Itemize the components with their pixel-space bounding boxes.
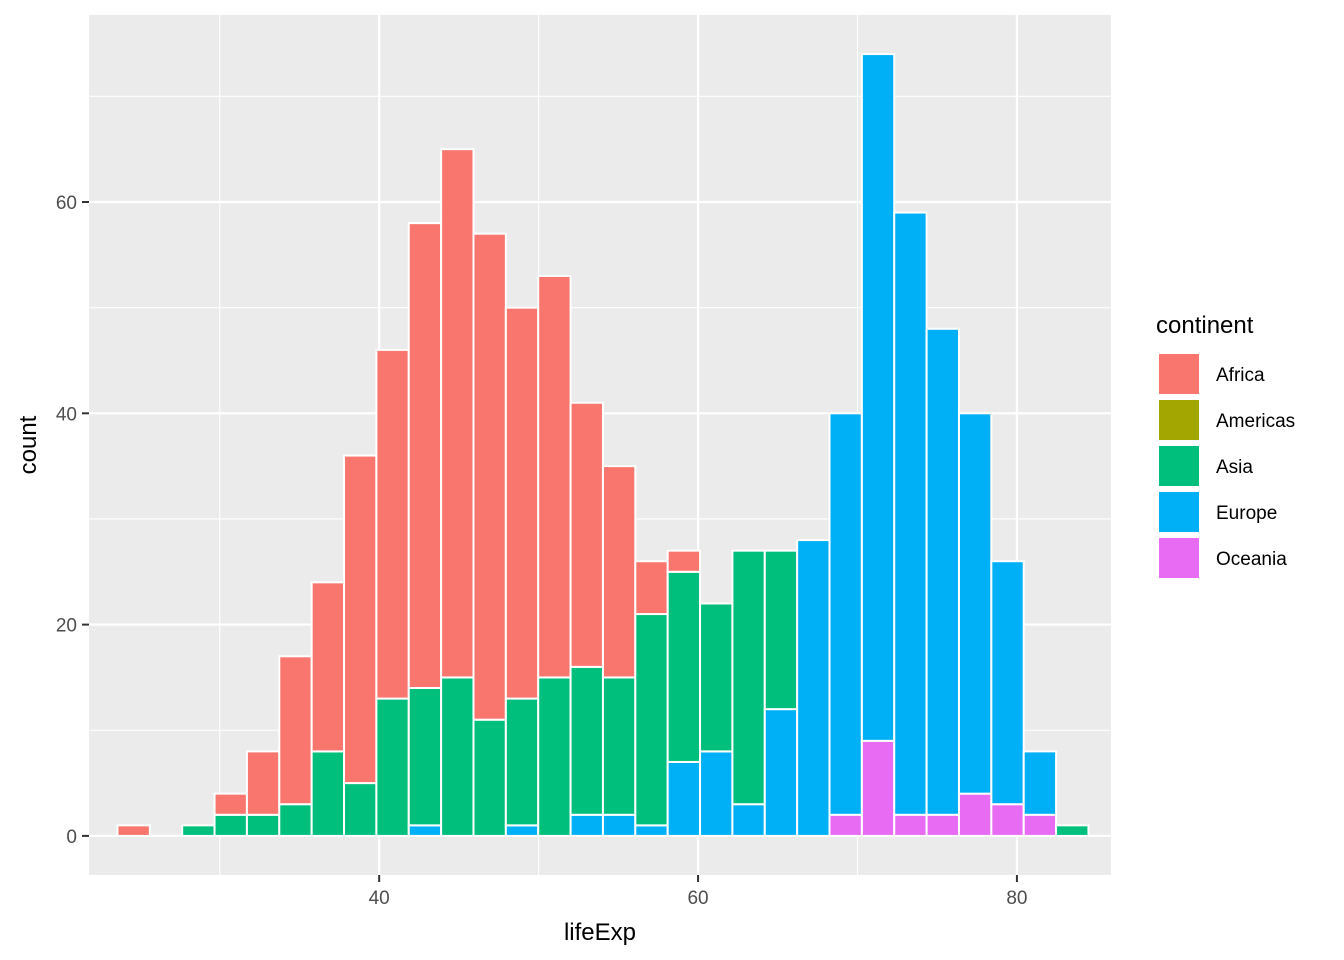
- bar-oceania-bin-26: [957, 792, 993, 837]
- bar-africa-bin-15: [601, 465, 637, 679]
- bar-asia-bin-15: [601, 676, 637, 816]
- bar-asia-bin-10: [440, 676, 475, 837]
- bar-europe-bin-27: [990, 560, 1025, 806]
- bar-europe-bin-22: [828, 412, 863, 816]
- bar-asia-bin-8: [375, 697, 410, 837]
- y-axis: 0 20 40 60: [56, 193, 89, 848]
- bar-africa-bin-7: [343, 454, 378, 785]
- bar-asia-bin-14: [569, 665, 604, 816]
- bar-oceania-bin-25: [925, 813, 960, 837]
- bar-europe-bin-20: [763, 708, 799, 837]
- bar-africa-bin-5: [278, 655, 313, 806]
- legend-key-oceania: [1159, 538, 1199, 578]
- bar-africa-bin-3: [213, 792, 248, 816]
- bar-europe-bin-25: [925, 327, 960, 816]
- x-tick-label: 60: [687, 888, 708, 909]
- bar-oceania-bin-27: [990, 803, 1025, 837]
- y-tick-label: 60: [56, 193, 77, 214]
- bar-asia-bin-16: [634, 613, 669, 827]
- bar-asia-bin-3: [213, 813, 248, 837]
- bar-asia-bin-20: [763, 549, 799, 711]
- x-axis: 40 60 80: [369, 875, 1028, 909]
- legend-title: continent: [1156, 312, 1254, 339]
- bar-asia-bin-12: [504, 697, 540, 827]
- x-tick-label: 40: [369, 888, 390, 909]
- bar-africa-bin-16: [634, 560, 669, 616]
- legend-label-asia: Asia: [1216, 457, 1253, 478]
- legend-key-americas: [1159, 400, 1199, 440]
- bar-asia-bin-7: [343, 782, 378, 837]
- bar-africa-bin-14: [569, 401, 604, 668]
- bar-oceania-bin-28: [1022, 813, 1058, 837]
- bar-europe-bin-15: [601, 813, 637, 837]
- bar-europe-bin-14: [569, 813, 604, 837]
- bar-europe-bin-26: [957, 412, 993, 795]
- bar-asia-bin-17: [666, 570, 702, 763]
- bar-europe-bin-19: [731, 803, 766, 837]
- x-axis-title: lifeExp: [564, 919, 636, 946]
- bar-asia-bin-5: [278, 803, 313, 837]
- bar-europe-bin-23: [860, 53, 896, 742]
- bar-africa-bin-8: [375, 348, 410, 700]
- legend: continent Africa Americas Asia Europe Oceani…: [1156, 312, 1295, 578]
- bar-europe-bin-18: [699, 750, 734, 837]
- bar-europe-bin-12: [504, 824, 540, 837]
- bar-oceania-bin-22: [828, 813, 863, 837]
- legend-label-africa: Africa: [1216, 365, 1265, 386]
- bar-oceania-bin-23: [860, 739, 896, 837]
- bar-asia-bin-4: [245, 813, 281, 837]
- histogram-bars: [116, 53, 1090, 837]
- bar-africa-bin-6: [310, 581, 346, 753]
- bar-asia-bin-19: [731, 549, 766, 806]
- bar-asia-bin-9: [407, 686, 443, 827]
- legend-label-americas: Americas: [1216, 411, 1295, 432]
- legend-label-europe: Europe: [1216, 503, 1277, 524]
- bar-europe-bin-28: [1022, 750, 1058, 816]
- bar-asia-bin-6: [310, 750, 346, 837]
- legend-key-europe: [1159, 492, 1199, 532]
- bar-asia-bin-2: [181, 824, 216, 837]
- legend-label-oceania: Oceania: [1216, 549, 1287, 570]
- legend-key-africa: [1159, 354, 1199, 394]
- bar-oceania-bin-24: [893, 813, 928, 837]
- bar-asia-bin-18: [699, 602, 734, 753]
- bar-africa-bin-0: [116, 824, 151, 837]
- bar-africa-bin-12: [504, 306, 540, 700]
- bar-africa-bin-13: [537, 274, 572, 679]
- bar-europe-bin-24: [893, 211, 928, 816]
- bar-africa-bin-10: [440, 148, 475, 679]
- legend-key-asia: [1159, 446, 1199, 486]
- y-tick-label: 20: [56, 616, 77, 637]
- bar-europe-bin-16: [634, 824, 669, 837]
- bar-africa-bin-11: [472, 232, 507, 721]
- x-tick-label: 80: [1006, 888, 1027, 909]
- bar-europe-bin-9: [407, 824, 443, 837]
- bar-africa-bin-9: [407, 222, 443, 689]
- bar-europe-bin-21: [796, 539, 831, 837]
- y-tick-label: 40: [56, 404, 77, 425]
- y-tick-label: 0: [66, 827, 77, 848]
- y-axis-title: count: [15, 415, 42, 474]
- bar-africa-bin-17: [666, 549, 702, 573]
- bar-asia-bin-13: [537, 676, 572, 837]
- bar-africa-bin-4: [245, 750, 281, 816]
- bar-europe-bin-17: [666, 760, 702, 837]
- bar-asia-bin-11: [472, 718, 507, 837]
- bar-asia-bin-29: [1055, 824, 1090, 837]
